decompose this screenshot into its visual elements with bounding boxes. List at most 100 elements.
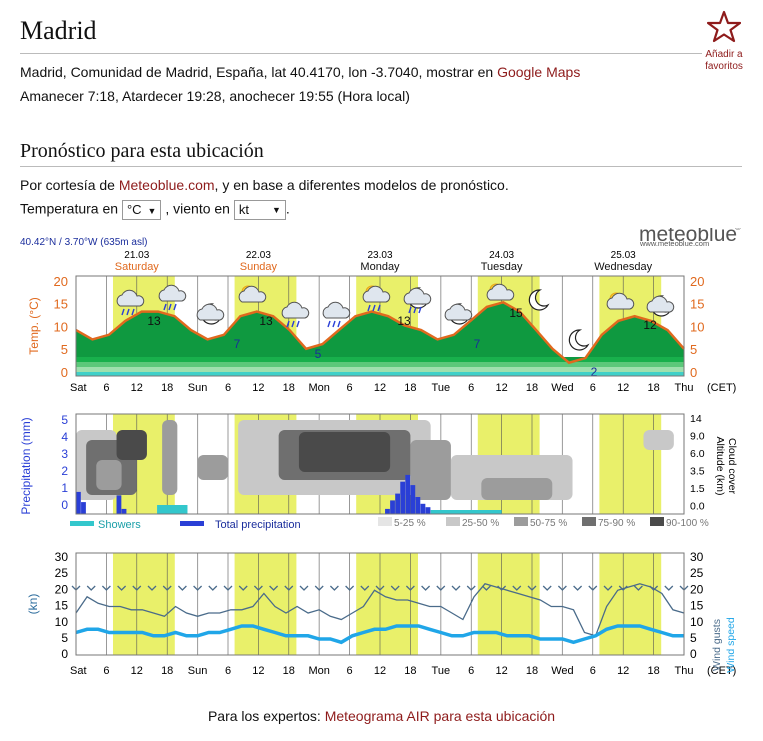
wind-arrow-icon [422,586,430,590]
temp-unit-value[interactable]: °C [127,202,142,217]
total-precip-swatch [180,521,204,526]
time-tick-label: 12 [617,382,629,394]
precip-bar [410,485,415,514]
time-tick-label: 6 [347,382,353,394]
time-tick-label: Tue [432,665,451,677]
cloud-cell [198,455,228,480]
precip-bar [76,492,81,514]
star-icon[interactable] [707,10,741,44]
cloud-tick: 0.0 [690,501,705,513]
time-tick-label: Wed [551,382,573,394]
time-tick-label: 18 [161,382,173,394]
cloud-cell [162,420,177,495]
courtesy-line: Por cortesía de Meteoblue.com, y en base… [20,177,509,193]
time-tick-label: Wed [551,665,573,677]
wind-gusts-axis-label: Wind gusts [711,619,723,671]
meteogram: 13713513715212 SatSat6612121818SunSun661… [0,228,763,698]
precip-bar [390,500,395,514]
cloud-tick: 14 [690,413,702,425]
cloud-legend-swatch [650,517,664,526]
time-tick-label: 18 [404,665,416,677]
wind-unit-value[interactable]: kt [239,202,249,217]
chevron-down-icon: ▼ [272,201,281,219]
wind-unit-select[interactable]: kt ▼ [234,200,286,220]
precip-bar [81,502,86,514]
temperature-value: 13 [259,314,273,328]
coords-label: 40.42°N / 3.70°W (635m asl) [20,237,148,248]
wind-tick: 0 [690,647,697,661]
wind-tick: 0 [61,647,68,661]
temp-unit-label: Temperatura en [20,201,118,217]
temperature-value: 2 [591,365,598,379]
wind-tick: 15 [690,599,704,613]
cloud-tick: 3.5 [690,466,705,478]
cloud-legend-swatch [378,517,392,526]
time-tick-label: 18 [283,382,295,394]
wind-tick: 10 [690,615,704,629]
google-maps-link[interactable]: Google Maps [497,64,580,80]
precip-tick: 3 [61,447,68,461]
time-tick-label: Mon [308,665,329,677]
time-tick-label: 6 [590,382,596,394]
wind-speed-axis-label: Wind speed [725,617,737,673]
rain-drop-icon [338,321,340,327]
time-tick-label: 12 [495,382,507,394]
cloud-cover [76,420,674,500]
cloud-cell [410,440,451,500]
time-tick-label: 6 [225,382,231,394]
footer: Para los expertos: Meteograma AIR para e… [0,708,763,724]
courtesy-suffix: , y en base a diferentes modelos de pron… [215,177,509,193]
add-favorite-label-1[interactable]: Añadir a [696,49,752,61]
cloud-legend-swatch [582,517,596,526]
day-date: 25.03 [611,250,636,261]
air-meteogram-link[interactable]: Meteograma AIR para esta ubicación [325,708,555,724]
temp-unit-select[interactable]: °C ▼ [122,200,162,220]
temperature-tick: 20 [690,274,704,289]
wind-tick: 30 [690,550,704,564]
showers-swatch [70,521,94,526]
temperature-tick: 0 [690,365,697,380]
temperature-value: 13 [397,314,411,328]
temperature-value: 13 [147,314,161,328]
temperature-value: 15 [509,306,523,320]
cloud-legend-swatch [514,517,528,526]
meteoblue-url: www.meteoblue.com [639,239,709,248]
add-favorite-button[interactable]: Añadir a favoritos [696,10,752,73]
wind-arrow-icon [330,586,338,590]
time-tick-label: 12 [374,665,386,677]
wind-arrow-icon [452,586,460,590]
temperature-value: 12 [643,318,657,332]
time-tick-label: 12 [374,382,386,394]
time-tick-label: 6 [103,382,109,394]
title-divider [20,53,702,54]
time-tick-label: Tue [432,382,451,394]
meteoblue-link[interactable]: Meteoblue.com [119,177,215,193]
time-tick-label: 12 [495,665,507,677]
cloud-legend-swatch [446,517,460,526]
time-tick-label: Sun [188,665,208,677]
cloud-cell [643,430,673,450]
time-tick-label: 6 [225,665,231,677]
day-name: Wednesday [594,261,652,273]
cloud-icon [323,302,350,318]
wind-arrow-icon [574,586,582,590]
time-tick-label: 18 [526,665,538,677]
wind-tick: 5 [61,631,68,645]
add-favorite-label-2[interactable]: favoritos [696,61,752,73]
time-tick-label: 18 [404,382,416,394]
temperature-tick: 15 [54,297,68,312]
rain-drop-icon [297,321,299,327]
time-tick-label: 12 [131,382,143,394]
wind-arrow-icon [665,586,673,590]
forecast-divider [20,166,742,167]
precip-bar [421,504,426,514]
time-tick-label: 6 [468,665,474,677]
wind-tick: 30 [55,550,69,564]
cloud-legend-label: 75-90 % [598,518,635,529]
precip-axis-label: Precipitation (mm) [19,417,33,514]
time-tick-label: Thu [675,665,694,677]
units-end: . [286,201,290,217]
temperature-value: 5 [315,347,322,361]
daylight-band [599,414,661,514]
